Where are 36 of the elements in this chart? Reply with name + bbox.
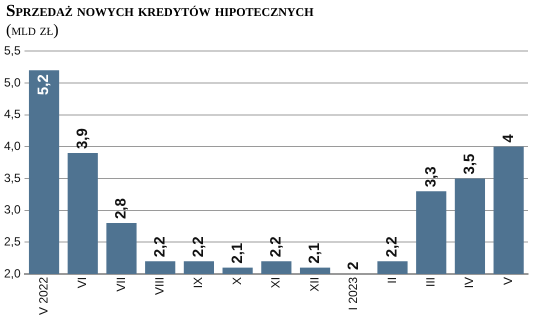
- y-tick-label: 2,0: [4, 266, 21, 280]
- y-tick-label: 3,5: [4, 170, 21, 185]
- data-label: 2,2: [267, 236, 284, 258]
- y-tick-label: 2,5: [4, 234, 21, 248]
- data-label: 2,2: [384, 236, 401, 258]
- y-tick-label: 3,0: [4, 202, 21, 217]
- x-tick-label: VII: [114, 276, 128, 292]
- x-tick-label: IV: [462, 276, 476, 288]
- x-tick-label: VIII: [152, 276, 167, 295]
- data-label: 2,1: [228, 242, 246, 264]
- chart-subtitle: (mld zł): [6, 21, 60, 40]
- x-tick-label: I 2023: [346, 276, 360, 310]
- data-label: 4: [500, 134, 517, 143]
- x-tick-label: V: [500, 276, 515, 285]
- data-label: 3,5: [461, 154, 478, 174]
- x-tick-label: VI: [75, 276, 90, 288]
- data-label: 2,1: [306, 242, 324, 264]
- data-label: 2,8: [112, 198, 130, 220]
- x-tick-label: V 2022: [36, 276, 50, 316]
- data-label: 2,2: [190, 236, 208, 258]
- y-tick-label: 4,0: [4, 138, 21, 153]
- x-tick-label: III: [424, 276, 438, 287]
- data-label: 3,9: [74, 128, 91, 150]
- data-label: 5,2: [35, 74, 52, 96]
- x-tick-label: XII: [307, 276, 322, 292]
- x-tick-label: X: [230, 276, 244, 285]
- y-tick-label: 5,5: [4, 44, 21, 58]
- data-label: 3,3: [422, 166, 440, 188]
- x-tick-label: IX: [191, 276, 206, 288]
- chart-title: Sprzedaż nowych kredytów hipotecznych: [6, 1, 315, 21]
- data-label: 2: [344, 262, 362, 270]
- x-tick-label: II: [384, 276, 399, 284]
- y-tick-label: 5,0: [4, 75, 21, 90]
- y-tick-label: 4,5: [4, 107, 21, 122]
- data-label: 2,2: [151, 236, 168, 258]
- x-tick-label: XI: [268, 276, 283, 288]
